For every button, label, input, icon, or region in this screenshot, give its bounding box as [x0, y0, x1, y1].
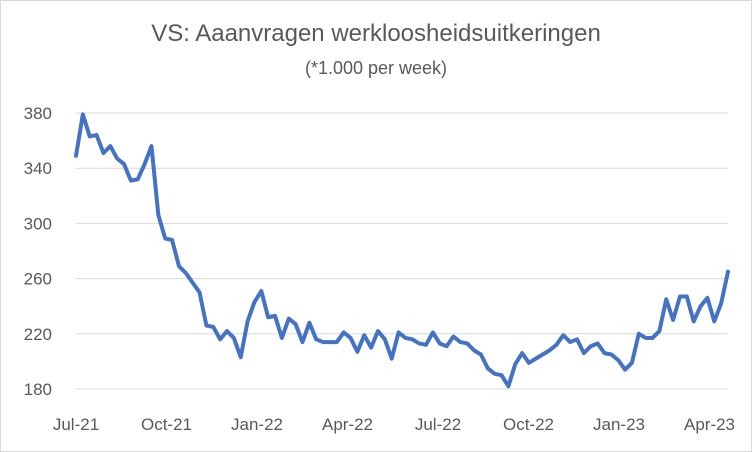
- y-tick-label: 180: [24, 380, 52, 399]
- chart-title: VS: Aaanvragen werkloosheidsuitkeringen: [151, 20, 601, 47]
- series-lines: [74, 112, 730, 389]
- gridlines: [76, 112, 728, 390]
- x-tick-label: Apr-23: [684, 415, 735, 434]
- x-tick-label: Jul-21: [53, 415, 99, 434]
- y-tick-label: 220: [24, 325, 52, 344]
- x-tick-label: Oct-21: [141, 415, 192, 434]
- series-line: [74, 112, 730, 389]
- x-axis-ticks: Jul-21 Oct-21 Jan-22 Apr-22 Jul-22 Oct-22 Jan-…: [53, 415, 735, 434]
- y-axis-ticks: 180 220 260 300 340 380: [24, 104, 52, 399]
- y-tick-label: 340: [24, 159, 52, 178]
- x-tick-label: Oct-22: [503, 415, 554, 434]
- chart-subtitle: (*1.000 per week): [304, 58, 448, 78]
- x-tick-label: Jan-22: [231, 415, 283, 434]
- x-tick-label: Jan-23: [593, 415, 645, 434]
- y-tick-label: 300: [24, 214, 52, 233]
- x-tick-label: Apr-22: [322, 415, 373, 434]
- y-tick-label: 260: [24, 270, 52, 289]
- y-tick-label: 380: [24, 104, 52, 123]
- x-tick-label: Jul-22: [415, 415, 461, 434]
